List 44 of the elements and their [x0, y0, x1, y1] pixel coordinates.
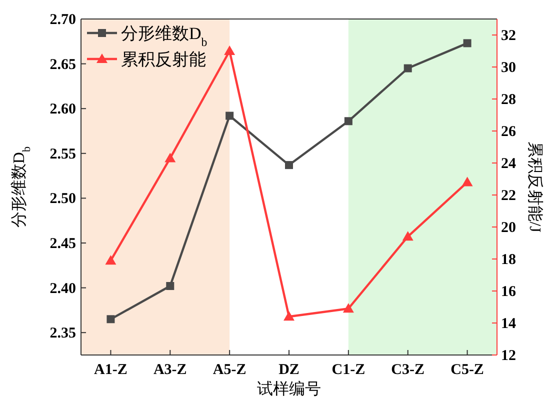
y-tick-label: 2.70	[50, 12, 76, 28]
point	[402, 231, 414, 241]
point	[344, 117, 352, 126]
y-tick-label: 2.60	[50, 102, 76, 118]
x-axis-title: 试样编号	[257, 380, 321, 398]
x-tick-label: DZ	[278, 362, 300, 378]
y-tick-label: 2.45	[50, 236, 76, 252]
y-tick-label: 2.40	[50, 280, 76, 297]
x-tick-label: A5-Z	[212, 362, 246, 378]
y2-tick-label: 18	[501, 252, 516, 268]
y-tick-label: 2.50	[50, 191, 76, 208]
point	[285, 161, 293, 170]
y2-tick-label: 24	[501, 156, 516, 172]
y-tick-label: 2.35	[50, 326, 76, 342]
y2-tick-label: 20	[501, 220, 516, 236]
point	[164, 152, 176, 162]
x-tick-label: C5-Z	[450, 362, 484, 378]
legend-label: 累积反射能	[121, 50, 206, 69]
y2-tick-label: 14	[501, 316, 516, 332]
x-tick-label: C1-Z	[332, 362, 366, 378]
point	[166, 282, 174, 290]
point	[105, 255, 116, 265]
point	[404, 64, 412, 72]
x-tick-label: A3-Z	[153, 362, 187, 378]
point	[226, 112, 234, 120]
y2-tick-label: 30	[501, 60, 516, 76]
point	[462, 176, 473, 186]
point	[463, 39, 472, 48]
y2-tick-label: 28	[501, 92, 516, 108]
point	[224, 46, 236, 55]
point	[106, 315, 115, 324]
y2-tick-label: 32	[501, 28, 516, 44]
point	[284, 311, 294, 321]
y2-axis-title: 累积反射能/J	[526, 142, 544, 232]
y2-tick-label: 12	[501, 348, 516, 364]
x-tick-label: C3-Z	[391, 362, 425, 378]
y-tick-label: 2.65	[50, 56, 76, 73]
y2-tick-label: 16	[501, 284, 516, 300]
y2-tick-label: 22	[501, 188, 516, 204]
y2-tick-label: 26	[501, 124, 516, 140]
legend-label: 分形维数D$_{b}$	[121, 24, 208, 49]
y-tick-label: 2.55	[50, 146, 76, 162]
x-tick-label: A1-Z	[94, 362, 128, 378]
point	[342, 303, 354, 313]
